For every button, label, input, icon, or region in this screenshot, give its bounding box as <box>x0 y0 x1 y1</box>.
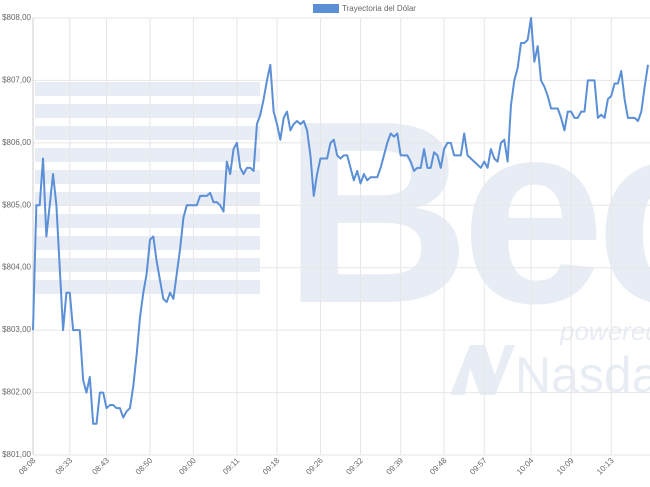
y-tick-label: $804,00 <box>2 263 31 272</box>
x-tick-label: 10:09 <box>555 456 576 477</box>
x-tick-label: 08:43 <box>90 456 111 477</box>
x-tick-label: 09:18 <box>261 456 282 477</box>
watermark-text: Bec <box>283 68 650 358</box>
x-tick-label: 09:26 <box>304 456 325 477</box>
y-tick-label: $801,00 <box>2 450 31 459</box>
x-tick-label: 09:32 <box>344 456 365 477</box>
legend-label: Trayectoria del Dólar <box>342 4 416 13</box>
x-tick-label: 09:48 <box>428 456 449 477</box>
data-line <box>32 17 649 425</box>
x-tick-label: 10:13 <box>595 456 616 477</box>
y-tick-label: $803,00 <box>2 325 31 334</box>
x-tick-label: 08:50 <box>134 456 155 477</box>
y-tick-label: $808,00 <box>2 13 31 22</box>
y-tick-label: $806,00 <box>2 138 31 147</box>
watermark-text: Nasda <box>515 347 650 403</box>
x-tick-label: 09:39 <box>385 456 406 477</box>
x-tick-label: 09:57 <box>468 456 489 477</box>
watermark-icon <box>450 345 515 395</box>
y-tick-label: $805,00 <box>2 200 31 209</box>
legend-swatch <box>313 4 339 13</box>
y-tick-label: $802,00 <box>2 388 31 397</box>
y-tick-label: $807,00 <box>2 75 31 84</box>
x-tick-label: 09:00 <box>177 456 198 477</box>
x-tick-label: 09:11 <box>221 456 241 476</box>
watermark-text: powered <box>559 316 650 346</box>
x-tick-label: 08:33 <box>54 456 75 477</box>
x-tick-label: 10:04 <box>515 456 536 477</box>
